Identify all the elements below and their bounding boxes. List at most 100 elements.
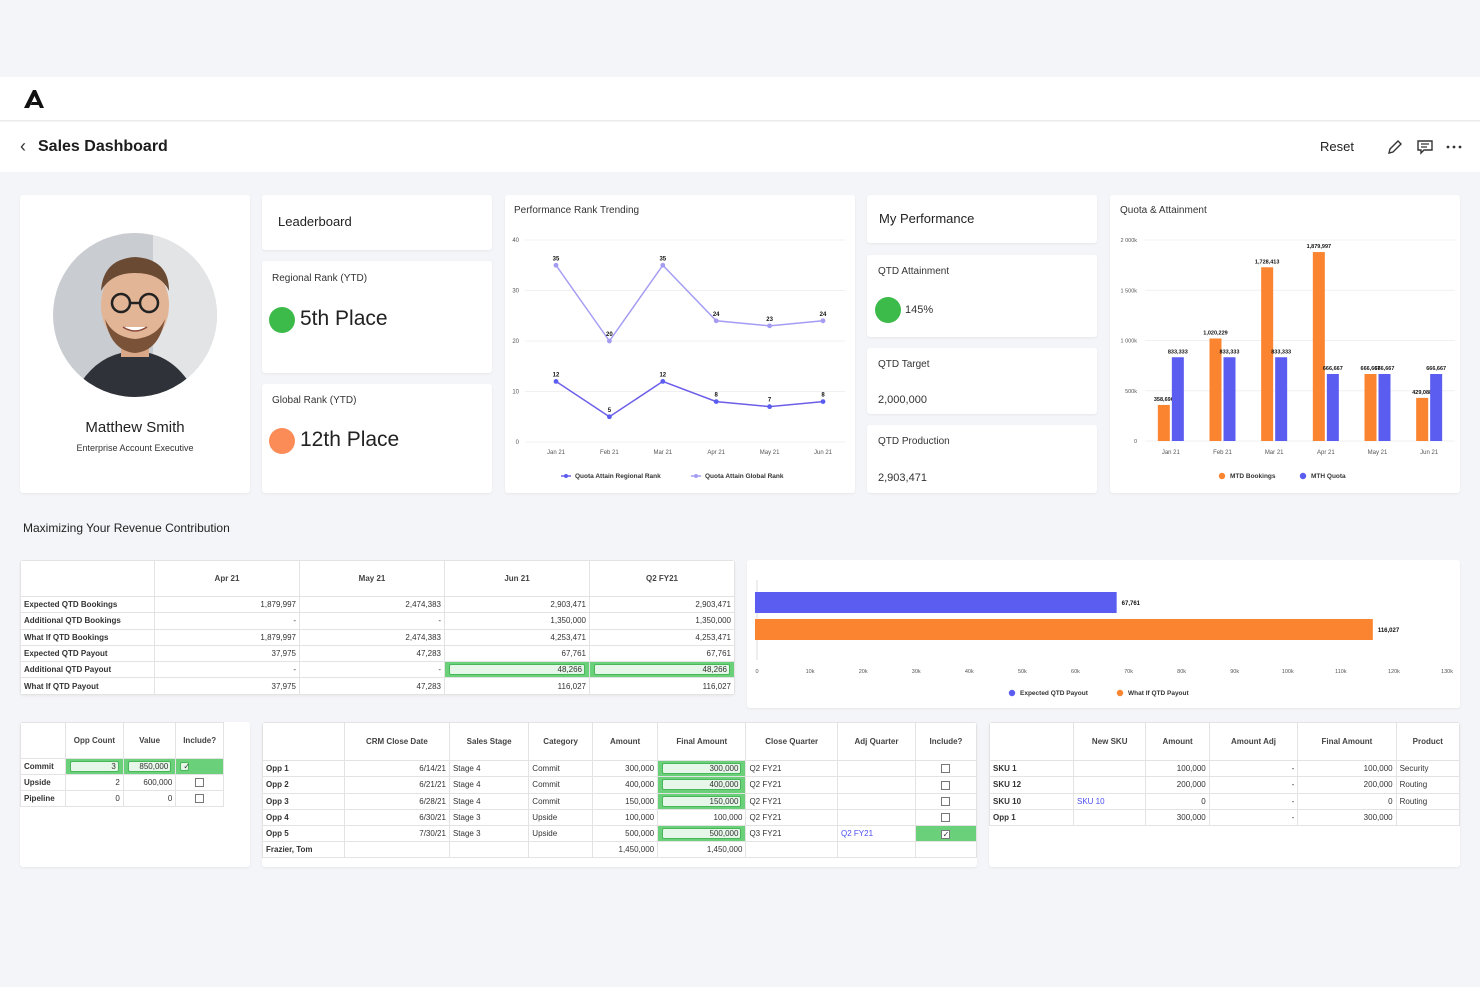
data-point[interactable]: [553, 262, 559, 268]
payout-bar[interactable]: [755, 619, 1373, 640]
include-checkbox-cell[interactable]: ✓: [914, 825, 977, 843]
table-row: SKU 10 SKU 10 0-0 Routing: [989, 792, 1460, 810]
data-point[interactable]: [767, 404, 772, 410]
opp-count[interactable]: 3: [65, 758, 124, 775]
bar-quota[interactable]: [1223, 357, 1236, 441]
final-amount[interactable]: 400,000: [657, 776, 747, 794]
final-amount-value[interactable]: 400,000: [662, 779, 742, 791]
new-sku[interactable]: [1072, 808, 1147, 827]
final-amount[interactable]: 100,000: [657, 808, 747, 827]
data-label: 666,667: [1426, 366, 1446, 372]
include-checkbox[interactable]: [941, 796, 951, 806]
editable-cell[interactable]: 48,266: [444, 661, 590, 679]
final-amount-value[interactable]: 300,000: [662, 763, 742, 775]
qtd-production-label: QTD Production: [878, 436, 950, 447]
amount-adj[interactable]: -: [1208, 808, 1299, 827]
bar-bookings[interactable]: [1157, 404, 1170, 441]
data-point[interactable]: [607, 338, 612, 344]
bar-bookings[interactable]: [1364, 373, 1377, 441]
final-amount[interactable]: 300,000: [657, 759, 747, 778]
include-checkbox-cell[interactable]: [914, 792, 977, 810]
amount-adj[interactable]: -: [1208, 792, 1299, 810]
app-logo-icon[interactable]: [22, 88, 46, 110]
bar-bookings[interactable]: [1416, 397, 1429, 441]
adj-quarter[interactable]: [837, 792, 916, 810]
include-checkbox-cell[interactable]: [175, 774, 224, 791]
data-point[interactable]: [607, 414, 612, 420]
edit-pencil-icon[interactable]: [1386, 138, 1404, 156]
data-point[interactable]: [820, 399, 826, 404]
include-checkbox[interactable]: [941, 813, 951, 823]
data-label: 7: [768, 398, 772, 404]
data-point[interactable]: [660, 262, 666, 268]
adj-quarter[interactable]: [837, 776, 916, 794]
bar-bookings[interactable]: [1312, 252, 1325, 441]
data-point[interactable]: [553, 379, 559, 384]
include-checkbox[interactable]: ✓: [941, 829, 951, 839]
final-amount-value[interactable]: 500,000: [662, 828, 742, 840]
column-header: Adj Quarter: [837, 722, 916, 761]
reset-button[interactable]: Reset: [1320, 139, 1354, 154]
bar-quota[interactable]: [1326, 373, 1339, 441]
more-options-icon[interactable]: [1445, 138, 1463, 156]
legend-label: Quota Attain Regional Rank: [575, 473, 661, 480]
include-checkbox[interactable]: [941, 764, 951, 774]
y-tick-label: 1 500k: [1120, 288, 1137, 294]
value-cell: 1,350,000: [444, 612, 590, 630]
bar-quota[interactable]: [1378, 373, 1391, 441]
x-tick-label: Apr 21: [1317, 450, 1335, 456]
amount-adj[interactable]: -: [1208, 776, 1299, 794]
payout-bar[interactable]: [755, 592, 1117, 613]
status-dot-green: [269, 307, 295, 333]
final-amount-value[interactable]: 150,000: [662, 795, 742, 807]
data-point[interactable]: [660, 379, 666, 384]
table-row: Pipeline 0 0: [20, 790, 224, 807]
new-sku[interactable]: [1072, 759, 1147, 778]
data-label: 67,761: [1122, 601, 1141, 607]
final-amount: 200,000: [1297, 776, 1397, 794]
include-checkbox-cell[interactable]: ✓: [175, 758, 224, 775]
data-point[interactable]: [767, 323, 772, 329]
back-chevron-icon[interactable]: ‹: [20, 136, 26, 156]
amount-adj[interactable]: -: [1208, 759, 1299, 778]
include-checkbox-cell[interactable]: [914, 759, 977, 778]
x-tick-label: 20k: [859, 669, 868, 675]
editable-cell[interactable]: 48,266: [589, 661, 735, 679]
final-amount[interactable]: 150,000: [657, 792, 747, 810]
comment-icon[interactable]: [1416, 138, 1434, 156]
empty-cell: [343, 841, 450, 859]
new-sku[interactable]: [1072, 776, 1147, 794]
include-checkbox-cell[interactable]: [914, 776, 977, 794]
new-sku[interactable]: SKU 10: [1072, 792, 1147, 810]
bar-quota[interactable]: [1171, 357, 1184, 441]
bar-quota[interactable]: [1430, 373, 1443, 441]
include-checkbox[interactable]: [195, 778, 205, 788]
include-checkbox-cell[interactable]: [914, 808, 977, 827]
include-checkbox-cell[interactable]: [175, 790, 224, 807]
include-checkbox[interactable]: [941, 780, 951, 790]
include-checkbox[interactable]: [195, 794, 205, 804]
data-point[interactable]: [713, 399, 719, 404]
data-label: 666,667: [1375, 366, 1395, 372]
adj-quarter[interactable]: Q2 FY21: [837, 825, 916, 843]
bar-bookings[interactable]: [1209, 338, 1222, 441]
opp-value-value[interactable]: 850,000: [127, 761, 172, 772]
rank-chart-title: Performance Rank Trending: [514, 205, 640, 216]
adj-quarter[interactable]: [837, 759, 916, 778]
bar-quota[interactable]: [1275, 357, 1288, 441]
data-point[interactable]: [820, 318, 826, 324]
final-amount[interactable]: 500,000: [657, 825, 747, 843]
data-point[interactable]: [713, 318, 719, 324]
row-label: Expected QTD Bookings: [20, 595, 155, 614]
total-final-amount: 1,450,000: [657, 841, 747, 859]
final-amount: 300,000: [1297, 808, 1397, 827]
profile-role: Enterprise Account Executive: [76, 443, 194, 453]
editable-cell-value[interactable]: 48,266: [594, 664, 730, 676]
opp-value[interactable]: 850,000: [122, 758, 177, 775]
editable-cell-value[interactable]: 48,266: [449, 664, 585, 676]
bar-bookings[interactable]: [1261, 267, 1274, 441]
revenue-table: Apr 21 May 21 Jun 21 Q2 FY21 Expected QTD Bo…: [20, 560, 735, 695]
adj-quarter[interactable]: [837, 808, 916, 827]
opp-count-value[interactable]: 3: [70, 761, 119, 772]
include-checkbox[interactable]: ✓: [180, 762, 190, 771]
